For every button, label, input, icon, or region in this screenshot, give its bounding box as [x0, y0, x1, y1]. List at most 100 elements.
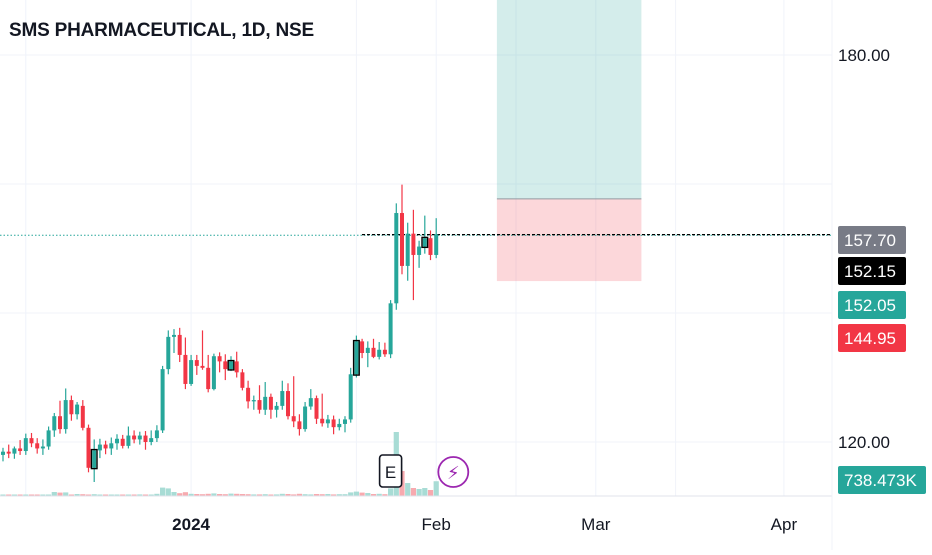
candle[interactable] [103, 440, 108, 455]
volume-bar [422, 488, 428, 496]
candle[interactable] [149, 430, 154, 446]
chart-title: SMS PHARMACEUTICAL, 1D, NSE [9, 20, 314, 41]
candle[interactable] [92, 439, 97, 482]
candle[interactable] [286, 383, 290, 420]
candle[interactable] [348, 367, 353, 423]
candle[interactable] [257, 385, 262, 414]
candle[interactable] [12, 446, 17, 459]
lightning-icon [437, 456, 470, 488]
candle[interactable] [97, 438, 102, 459]
candle[interactable] [154, 425, 159, 442]
candle[interactable] [86, 424, 91, 473]
candle[interactable] [388, 300, 393, 359]
candle[interactable] [382, 342, 387, 357]
candle[interactable] [354, 335, 359, 378]
candle[interactable] [120, 434, 125, 449]
candle[interactable] [360, 338, 365, 359]
candle[interactable] [240, 369, 245, 391]
candle[interactable] [63, 388, 68, 434]
candle[interactable] [29, 432, 34, 448]
candle[interactable] [246, 380, 251, 409]
candle-body [166, 336, 171, 370]
candle[interactable] [343, 416, 347, 433]
position-stop-zone[interactable] [496, 198, 642, 282]
candle[interactable] [46, 426, 51, 450]
candle[interactable] [40, 439, 45, 455]
candle[interactable] [229, 356, 233, 372]
candle[interactable] [75, 402, 80, 420]
candle[interactable] [371, 338, 376, 359]
candle[interactable] [268, 393, 273, 419]
candle-body [154, 430, 159, 439]
candle[interactable] [411, 209, 416, 301]
candle[interactable] [132, 430, 137, 444]
volume-bar [325, 494, 331, 496]
position-target-zone[interactable] [496, 0, 642, 199]
volume-bar [308, 494, 314, 496]
candle[interactable] [1, 447, 5, 462]
earnings-marker[interactable]: E [378, 454, 403, 488]
candle[interactable] [189, 354, 194, 386]
volume-bar [268, 494, 274, 496]
candle[interactable] [417, 240, 422, 268]
candle[interactable] [194, 354, 199, 375]
candle-body [223, 361, 228, 370]
candle[interactable] [35, 438, 40, 454]
candle[interactable] [6, 444, 11, 459]
event-marker[interactable]: ⚡ [437, 456, 470, 488]
candle[interactable] [69, 395, 74, 421]
candle[interactable] [223, 354, 228, 381]
candle[interactable] [166, 330, 171, 375]
candle[interactable] [177, 327, 182, 363]
candle[interactable] [23, 433, 28, 455]
candle[interactable] [314, 395, 319, 424]
candle[interactable] [303, 402, 308, 432]
candle[interactable] [405, 222, 410, 281]
candle[interactable] [280, 380, 285, 410]
candle[interactable] [183, 337, 188, 390]
candle[interactable] [160, 365, 165, 433]
candle[interactable] [211, 353, 216, 391]
candle-body [263, 396, 268, 410]
candle[interactable] [325, 414, 330, 428]
candle[interactable] [365, 341, 370, 368]
candle[interactable] [337, 418, 342, 431]
price-label-current [838, 291, 906, 319]
candle[interactable] [143, 431, 148, 450]
candle-body [365, 347, 370, 353]
candle[interactable] [274, 402, 279, 418]
volume-bar [336, 494, 342, 496]
candle[interactable] [58, 400, 62, 434]
candle[interactable] [394, 203, 399, 310]
candle[interactable] [137, 431, 142, 445]
candle[interactable] [172, 329, 176, 353]
candle[interactable] [331, 415, 336, 435]
candle[interactable] [251, 395, 256, 410]
candle[interactable] [217, 352, 222, 373]
candle[interactable] [52, 412, 57, 437]
candle[interactable] [291, 376, 296, 428]
candle[interactable] [126, 426, 131, 449]
time-axis[interactable]: 2024 Feb Mar Apr [172, 515, 797, 534]
candle[interactable] [115, 434, 119, 450]
candle[interactable] [200, 330, 205, 370]
candle[interactable] [308, 389, 313, 410]
candle[interactable] [80, 400, 85, 431]
candle[interactable] [18, 440, 23, 455]
candle[interactable] [320, 393, 325, 427]
candle[interactable] [297, 414, 302, 436]
volume-bar [63, 492, 69, 496]
candle-body [291, 416, 296, 422]
candle[interactable] [263, 382, 268, 415]
candle[interactable] [377, 342, 382, 360]
candle[interactable] [109, 437, 114, 455]
candle[interactable] [206, 354, 211, 393]
candle[interactable] [234, 351, 239, 378]
candle[interactable] [434, 218, 439, 259]
candle-body [160, 369, 165, 431]
candle-body [149, 438, 154, 442]
candle[interactable] [400, 184, 404, 275]
candle[interactable] [428, 230, 433, 261]
